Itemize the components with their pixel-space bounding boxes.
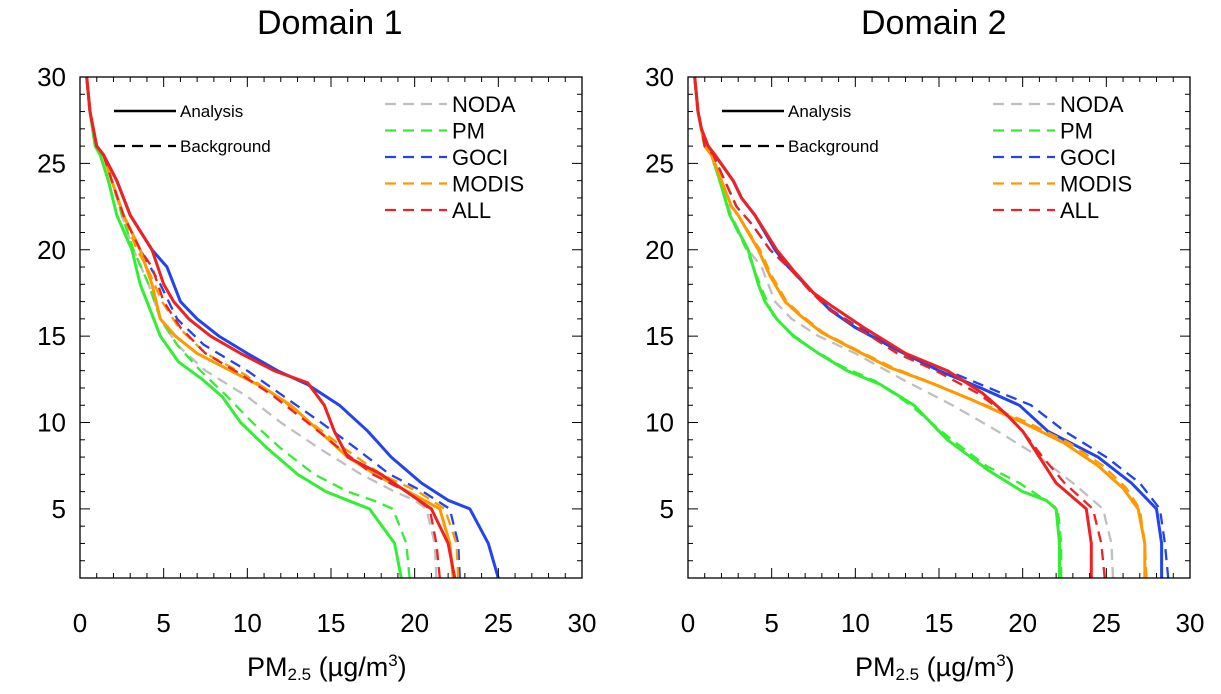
xlabel-sub: 2.5 (895, 665, 920, 684)
x-tick-label: 15 (317, 608, 346, 638)
xlabel-unit-open: (µg/m (919, 652, 997, 682)
panel-2: 0 5 10 15 20 25 30 5 10 15 20 25 30 Analysis Backgroun… (645, 62, 1204, 638)
legend-pm-label: PM (452, 119, 485, 144)
y-tick-label: 10 (645, 408, 674, 438)
y-tick-label: 10 (37, 408, 66, 438)
series-modis-background (85, 77, 460, 578)
y-tick-label: 30 (645, 62, 674, 92)
legend-pm-label: PM (1060, 119, 1093, 144)
legend-goci-label: GOCI (452, 145, 508, 170)
x-tick-label: 5 (156, 608, 170, 638)
y-tick-label: 5 (52, 494, 66, 524)
series-all-analysis (85, 77, 457, 578)
x-tick-label: 30 (568, 608, 597, 638)
y-tick-label: 20 (645, 235, 674, 265)
legend-modis-label: MODIS (1060, 172, 1132, 197)
legend-noda-label: NODA (1060, 92, 1124, 117)
xlabel-main: PM (855, 652, 896, 682)
x-tick-label: 15 (925, 608, 954, 638)
legend-analysis-label: Analysis (180, 102, 243, 121)
series-all-analysis (693, 77, 1093, 578)
series-noda-background (85, 77, 438, 578)
y-tick-label: 25 (37, 148, 66, 178)
y-tick-label: 15 (645, 321, 674, 351)
x-tick-label: 30 (1176, 608, 1205, 638)
y-tick-label: 5 (660, 494, 674, 524)
legend-modis-label: MODIS (452, 172, 524, 197)
xlabel-unit-close: ) (1005, 652, 1015, 682)
panel-1: 0 5 10 15 20 25 30 5 10 15 20 25 30 Analysis Backgroun… (37, 62, 596, 638)
legend-all-label: ALL (452, 198, 491, 223)
xlabel-sub: 2.5 (287, 665, 312, 684)
x-tick-label: 0 (73, 608, 87, 638)
xlabel-main: PM (247, 652, 288, 682)
legend-goci-label: GOCI (1060, 145, 1116, 170)
y-tick-label: 15 (37, 321, 66, 351)
x-tick-label: 25 (1092, 608, 1121, 638)
series-modis-background (693, 77, 1148, 578)
x-tick-label: 10 (841, 608, 870, 638)
legend-analysis-label: Analysis (788, 102, 851, 121)
series-goci-background (85, 77, 461, 578)
panel-1-xlabel: PM2.5 (µg/m3) (247, 651, 407, 685)
panel-2-xlabel: PM2.5 (µg/m3) (855, 651, 1015, 685)
x-tick-label: 20 (1008, 608, 1037, 638)
series-all-background (693, 77, 1106, 578)
legend-background-label: Background (788, 137, 879, 156)
legend-noda-label: NODA (452, 92, 516, 117)
xlabel-sup: 3 (388, 651, 398, 670)
legend-all-label: ALL (1060, 198, 1099, 223)
y-tick-label: 25 (645, 148, 674, 178)
x-tick-label: 5 (764, 608, 778, 638)
xlabel-unit-close: ) (397, 652, 407, 682)
x-tick-label: 0 (681, 608, 695, 638)
x-tick-label: 20 (400, 608, 429, 638)
xlabel-unit-open: (µg/m (311, 652, 389, 682)
panel-2-title: Domain 2 (861, 4, 1007, 42)
x-tick-label: 25 (484, 608, 513, 638)
series-all-background (85, 77, 441, 578)
x-tick-label: 10 (233, 608, 262, 638)
legend-background-label: Background (180, 137, 271, 156)
series-pm-analysis (85, 77, 403, 578)
y-tick-label: 20 (37, 235, 66, 265)
y-tick-label: 30 (37, 62, 66, 92)
xlabel-sup: 3 (996, 651, 1006, 670)
panel-1-title: Domain 1 (257, 4, 403, 42)
